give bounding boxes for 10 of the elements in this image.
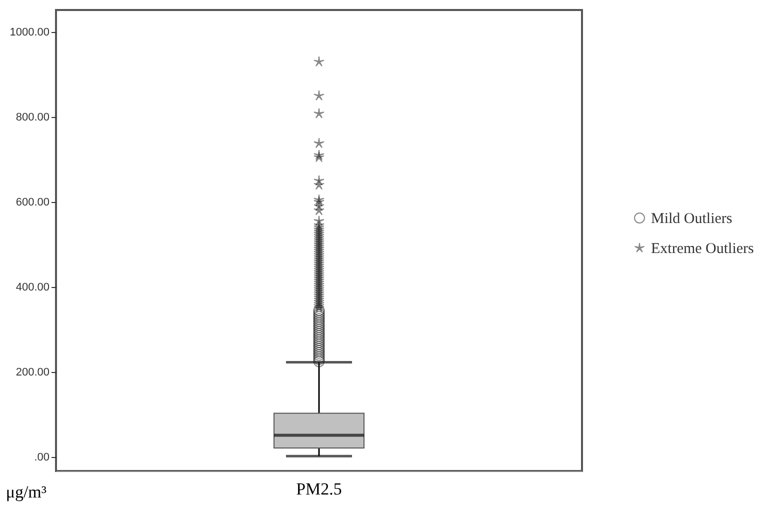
y-tick-label: 1000.00 (10, 26, 50, 39)
legend-label: Mild Outliers (651, 211, 732, 227)
x-tick-label: PM2.5 (296, 480, 342, 498)
y-tick-label: .00 (34, 451, 50, 464)
y-tick-label: 800.00 (16, 112, 50, 124)
y-axis-title: μg/m³ (6, 482, 46, 502)
y-tick-label: 200.00 (16, 366, 50, 378)
y-tick-label: 600.00 (16, 196, 50, 209)
y-tick-label: 400.00 (16, 282, 50, 294)
legend-label: Extreme Outliers (651, 241, 754, 257)
